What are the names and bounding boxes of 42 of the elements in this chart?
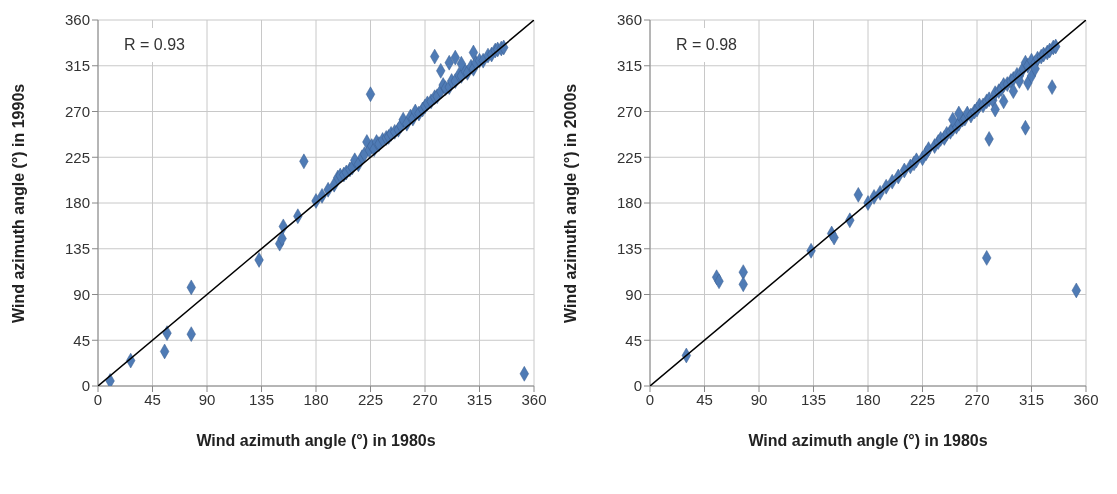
x-tick-label: 270 — [964, 390, 990, 408]
x-tick-label: 315 — [1018, 390, 1045, 408]
x-axis-title: Wind azimuth angle (°) in 1980s — [196, 432, 436, 449]
y-tick-label: 360 — [64, 11, 90, 29]
x-tick-label: 180 — [303, 390, 329, 408]
y-tick-label: 45 — [73, 331, 90, 349]
y-tick-label: 135 — [616, 240, 642, 258]
x-tick-label: 135 — [800, 390, 827, 408]
annotation: R = 0.98 — [658, 28, 755, 62]
x-tick-label: 0 — [645, 390, 655, 408]
x-tick-label: 45 — [696, 390, 713, 408]
x-tick-label: 180 — [855, 390, 881, 408]
x-tick-label: 360 — [521, 390, 547, 408]
x-tick-label: 135 — [248, 390, 275, 408]
y-tick-label: 270 — [616, 102, 642, 120]
y-tick-label: 135 — [64, 240, 90, 258]
y-tick-label: 90 — [625, 285, 642, 303]
y-tick-label: 90 — [73, 285, 90, 303]
y-tick-label: 0 — [633, 377, 642, 395]
x-tick-label: 225 — [357, 390, 384, 408]
x-tick-label: 90 — [750, 390, 768, 408]
y-axis-title: Wind azimuth angle (°) in 2000s — [561, 83, 579, 323]
y-tick-label: 0 — [81, 377, 90, 395]
y-tick-label: 360 — [616, 11, 642, 29]
x-tick-label: 90 — [198, 390, 216, 408]
y-tick-label: 270 — [64, 102, 90, 120]
x-tick-label: 0 — [93, 390, 103, 408]
annotation: R = 0.93 — [106, 28, 203, 62]
y-tick-label: 315 — [616, 57, 642, 75]
y-tick-label: 315 — [64, 57, 90, 75]
y-tick-label: 45 — [625, 331, 642, 349]
x-tick-label: 360 — [1073, 390, 1099, 408]
y-axis-title: Wind azimuth angle (°) in 1990s — [9, 83, 27, 323]
x-tick-label: 270 — [412, 390, 438, 408]
x-tick-label: 225 — [909, 390, 936, 408]
y-tick-label: 225 — [64, 148, 90, 166]
x-tick-label: 45 — [144, 390, 161, 408]
y-tick-label: 225 — [616, 148, 642, 166]
y-tick-label: 180 — [616, 194, 642, 212]
y-tick-label: 180 — [64, 194, 90, 212]
x-axis-title: Wind azimuth angle (°) in 1980s — [748, 432, 988, 449]
x-tick-label: 315 — [466, 390, 493, 408]
